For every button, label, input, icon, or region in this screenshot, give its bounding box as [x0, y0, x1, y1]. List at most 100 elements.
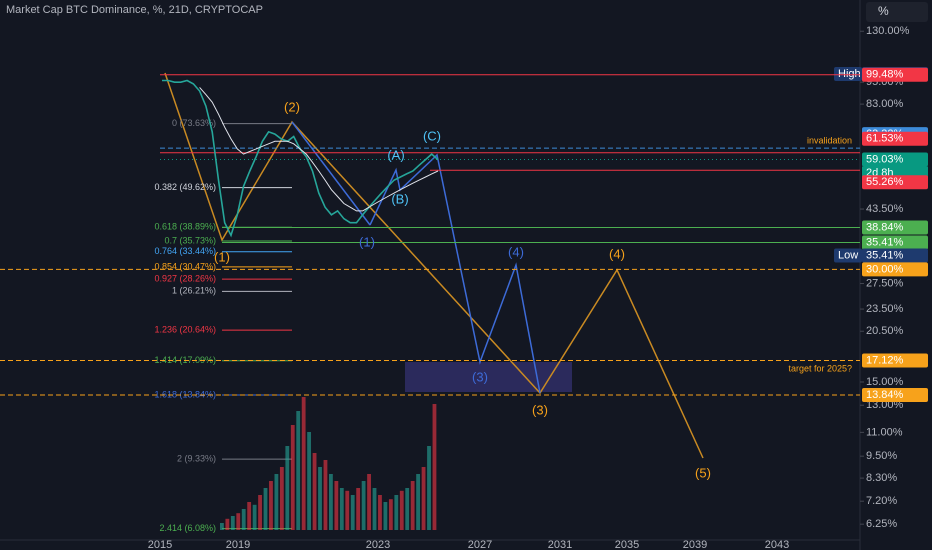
tag-name-box — [834, 248, 862, 263]
annotation: invalidation — [807, 135, 852, 145]
price-tag — [862, 353, 928, 368]
blue-wave — [291, 121, 371, 226]
x-tick-label: 2027 — [468, 539, 492, 550]
price-tag-label: 59.03% — [866, 153, 904, 165]
y-tick-label: 15.00% — [866, 376, 904, 388]
unit-label[interactable]: % — [878, 4, 889, 18]
fib-label: 1.236 (20.64%) — [154, 325, 216, 335]
price-tag — [862, 220, 928, 235]
price-tag-label: 99.48% — [866, 69, 904, 81]
wave-label: (A) — [387, 147, 404, 162]
price-tag-label: 30.00% — [866, 263, 904, 275]
wave-label: (B) — [391, 191, 408, 206]
y-tick-label: 9.50% — [866, 450, 897, 462]
x-tick-label: 2019 — [226, 539, 250, 550]
x-tick-label: 2031 — [548, 539, 572, 550]
volume-bar — [301, 397, 306, 530]
price-tag — [862, 152, 928, 167]
volume-bar — [410, 481, 415, 530]
volume-bar — [263, 488, 268, 530]
volume-bar — [388, 499, 393, 530]
wave-label: (4) — [609, 246, 625, 261]
volume-bar — [225, 518, 230, 530]
y-tick-label: 11.00% — [866, 426, 903, 438]
fib-label: 1.618 (13.84%) — [154, 389, 216, 399]
volume-bar — [394, 495, 399, 530]
volume-bar — [421, 467, 426, 530]
volume-bar — [274, 474, 279, 530]
price-tag-label: 38.84% — [866, 221, 904, 233]
wave-label: (1) — [214, 249, 230, 264]
price-tag-label: 55.26% — [866, 176, 904, 188]
wave-label: (3) — [472, 369, 488, 384]
unit-button[interactable] — [866, 2, 928, 22]
x-tick-label: 2035 — [615, 539, 639, 550]
chart-title: Market Cap BTC Dominance, %, 21D, CRYPTO… — [6, 4, 263, 16]
volume-bar — [372, 488, 377, 530]
volume-bar — [236, 513, 241, 530]
fib-label: 0 (73.63%) — [172, 118, 216, 128]
volume-bar — [290, 425, 295, 530]
wave-label: (C) — [423, 128, 441, 143]
price-tag-label: 35.41% — [866, 249, 904, 261]
volume-bar — [307, 432, 312, 530]
fib-label: 0.854 (30.47%) — [154, 261, 216, 271]
price-tag — [862, 388, 928, 403]
fib-label: 0.7 (35.73%) — [164, 235, 216, 245]
volume-bar — [416, 474, 421, 530]
volume-bar — [427, 446, 431, 530]
volume-bar — [220, 523, 224, 530]
price-tag-label: 35.41% — [866, 236, 904, 248]
volume-bar — [252, 504, 257, 530]
price-tag — [862, 67, 928, 82]
volume-bar — [312, 453, 317, 530]
y-tick-label: 23.50% — [866, 303, 904, 315]
fib-label: 2.414 (6.08%) — [159, 523, 216, 533]
fib-label: 1 (26.21%) — [172, 286, 216, 296]
x-tick-label: 2043 — [765, 539, 789, 550]
y-tick-label: 7.20% — [866, 495, 897, 507]
volume-bar — [247, 502, 252, 530]
price-tag — [862, 262, 928, 277]
y-tick-label: 13.00% — [866, 399, 904, 411]
fib-label: 0.927 (28.26%) — [154, 273, 216, 283]
volume-bar — [356, 488, 361, 530]
y-tick-label: 8.30% — [866, 472, 897, 484]
y-tick-label: 6.25% — [866, 518, 897, 530]
volume-bar — [296, 411, 301, 530]
volume-bar — [269, 481, 273, 530]
fib-label: 0.764 (33.44%) — [154, 246, 216, 256]
volume-bar — [334, 481, 339, 530]
tag-name: Low — [838, 249, 858, 261]
volume-bar — [323, 460, 328, 530]
price-tag — [862, 248, 928, 263]
volume-bar — [378, 495, 382, 530]
x-tick-label: 2039 — [683, 539, 707, 550]
wave-label: (1) — [359, 234, 375, 249]
volume-bar — [329, 474, 333, 530]
volume-bar — [345, 490, 350, 530]
wave-label: (3) — [532, 402, 548, 417]
volume-bar — [350, 495, 355, 530]
tag-name: High — [838, 68, 861, 80]
price-tag-label: 61.53% — [866, 133, 904, 145]
fib-label: 2 (9.33%) — [177, 453, 216, 463]
fib-label: 0.618 (38.89%) — [154, 222, 216, 232]
wave-label: (4) — [508, 244, 524, 259]
price-tag — [862, 235, 928, 250]
blue-projection — [369, 153, 541, 394]
wave-label: (5) — [695, 465, 711, 480]
tag-name-box — [834, 67, 862, 82]
annotation: target for 2025? — [788, 363, 852, 373]
fib-label: 0.382 (49.62%) — [154, 182, 216, 192]
target-box — [405, 362, 572, 392]
volume-bar — [285, 446, 290, 530]
y-tick-label: 43.50% — [866, 203, 904, 215]
price-tag — [862, 131, 928, 146]
volume-bar — [318, 467, 322, 530]
y-tick-label: 130.00% — [866, 25, 910, 37]
volume-bar — [432, 404, 437, 530]
x-tick-label: 2015 — [148, 539, 172, 550]
